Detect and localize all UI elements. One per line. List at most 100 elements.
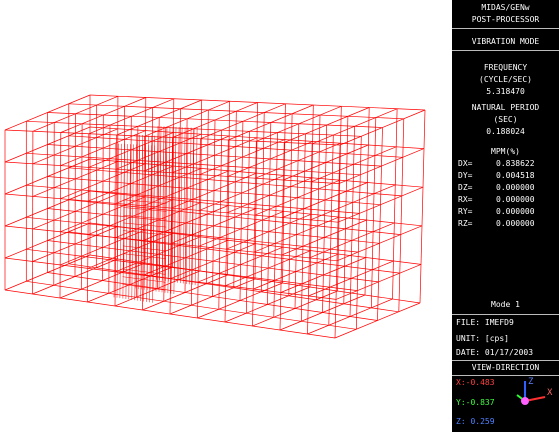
mesh-line (122, 284, 166, 291)
mesh-line (309, 104, 314, 288)
mesh-line (122, 268, 166, 275)
mesh-line (135, 126, 139, 298)
mesh-line (32, 193, 118, 230)
mesh-line (4, 222, 91, 259)
mesh-line (114, 134, 118, 307)
mesh-line (149, 145, 152, 303)
mpm-key: DZ= (458, 183, 473, 192)
mesh-line (288, 113, 293, 296)
period-value: 0.188024 (486, 127, 525, 136)
mesh-line (322, 124, 328, 313)
mesh-line (119, 143, 122, 299)
mesh-line (188, 127, 192, 285)
mesh-line (87, 199, 174, 236)
mesh-line (338, 148, 425, 184)
mesh-line (60, 196, 146, 233)
mesh-line (197, 138, 201, 319)
mesh-line (171, 172, 257, 209)
x-label: X (547, 388, 553, 398)
mesh-line (59, 262, 146, 299)
separator (452, 314, 559, 315)
mesh-line (226, 213, 312, 250)
mesh-line (102, 114, 104, 281)
mesh-line (184, 118, 188, 293)
mesh-line (88, 165, 174, 202)
mesh-line (245, 131, 250, 314)
mesh-line (108, 124, 111, 294)
mesh-line (87, 133, 90, 303)
mesh-line (122, 245, 167, 252)
mesh-line (282, 103, 286, 284)
mesh-line (267, 122, 272, 305)
mesh-line (205, 109, 209, 284)
mesh-line (122, 261, 166, 267)
mesh-line (260, 112, 265, 292)
mesh-line (398, 118, 405, 312)
mesh-line (146, 145, 149, 302)
mesh-line (334, 144, 341, 339)
mesh-line (199, 175, 285, 211)
mesh-line (212, 119, 216, 297)
mpm-key: RZ= (458, 219, 473, 228)
mpm-value: 0.000000 (496, 207, 535, 216)
mesh-line (182, 127, 186, 284)
mpm-key: RX= (458, 195, 473, 204)
mesh-line (170, 136, 174, 294)
mesh-line (309, 222, 395, 259)
mesh-line (161, 136, 165, 293)
mesh-line (125, 144, 128, 300)
mesh-line (315, 114, 321, 300)
mesh-line (377, 127, 383, 321)
mesh-line (60, 229, 146, 266)
mesh-line (173, 136, 177, 295)
mesh-line (200, 103, 286, 140)
mesh-line (284, 107, 370, 143)
mode-title: VIBRATION MODE (471, 37, 540, 46)
mesh-line (185, 127, 189, 285)
frequency-label: FREQUENCY (483, 63, 528, 72)
mesh-line (123, 207, 167, 212)
mesh-line (339, 109, 426, 146)
mesh-line (143, 205, 229, 241)
module-name: POST-PROCESSOR (471, 15, 540, 24)
mesh-line (252, 290, 338, 327)
mesh-line (364, 107, 370, 296)
mesh-line (137, 144, 140, 301)
mesh-line (190, 128, 195, 306)
mesh-line (283, 144, 369, 181)
separator (452, 375, 559, 376)
mpm-value: 0.838622 (496, 159, 535, 168)
mesh-line (337, 106, 342, 292)
mesh-line (198, 210, 284, 247)
mesh-line (335, 264, 422, 300)
mpm-value: 0.000000 (496, 183, 535, 192)
mesh-line (134, 144, 137, 301)
mesh-line (343, 116, 349, 304)
mesh-line (32, 128, 118, 165)
mesh-line (114, 270, 201, 307)
program-name: MIDAS/GENw (481, 3, 530, 12)
mesh-line (170, 208, 257, 244)
mesh-line (300, 133, 306, 322)
mesh-line (170, 243, 256, 280)
mesh-line (197, 282, 283, 319)
mesh-line (143, 144, 146, 302)
mesh-line (171, 137, 258, 174)
mesh-line (218, 129, 223, 310)
mesh-line (60, 97, 146, 133)
mesh-line (122, 238, 167, 244)
model-view (4, 94, 426, 339)
mesh-line (122, 276, 166, 283)
mesh-line (4, 158, 91, 195)
mesh-line (180, 127, 183, 284)
mesh-line (169, 278, 256, 315)
mesh-line (142, 239, 229, 276)
mesh-line (115, 236, 201, 273)
mesh-line (279, 294, 366, 331)
mesh-line (115, 168, 202, 204)
mesh-line (336, 225, 423, 262)
mesh-line (255, 142, 341, 179)
mesh-line (349, 126, 355, 317)
view-direction-label: VIEW-DIRECTION (471, 363, 540, 372)
mesh-line (172, 98, 175, 268)
